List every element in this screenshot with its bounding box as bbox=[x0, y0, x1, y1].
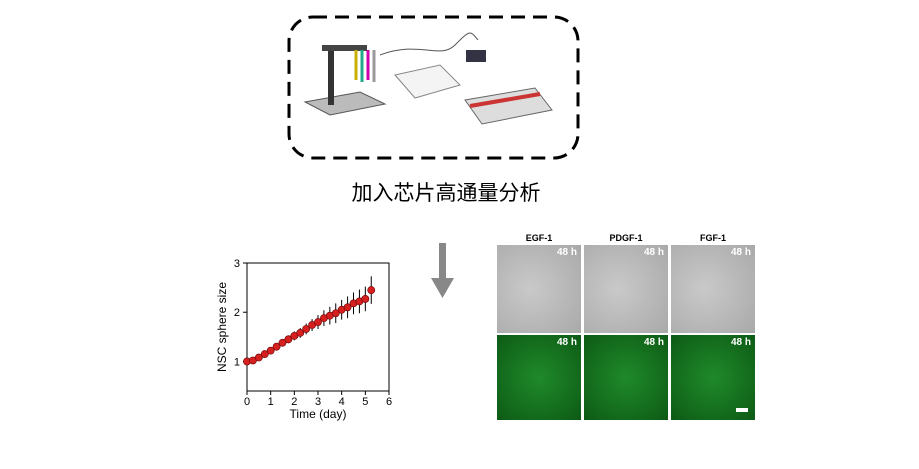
point bbox=[260, 350, 269, 358]
y-tick-label: 3 bbox=[234, 258, 240, 270]
point bbox=[367, 286, 376, 294]
point bbox=[361, 295, 370, 303]
point bbox=[254, 353, 263, 362]
scale-bar bbox=[736, 408, 748, 412]
point bbox=[343, 303, 352, 312]
point bbox=[284, 335, 293, 344]
column-label: FGF-1 bbox=[700, 233, 726, 243]
time-label: 48 h bbox=[643, 247, 664, 258]
y-tick-label: 1 bbox=[234, 356, 240, 368]
gray-micrograph: 48 h bbox=[671, 245, 755, 333]
y-tick-label: 2 bbox=[234, 307, 240, 319]
x-axis-label: Time (day) bbox=[290, 407, 347, 421]
point bbox=[302, 325, 311, 333]
time-label: 48 h bbox=[556, 337, 577, 348]
gray-micrograph: 48 h bbox=[497, 245, 581, 333]
point bbox=[272, 342, 281, 351]
x-tick-label: 1 bbox=[268, 396, 274, 408]
time-label: 48 h bbox=[730, 337, 751, 348]
caption: 加入芯片高通量分析 bbox=[352, 181, 541, 205]
gray-micrograph: 48 h bbox=[584, 245, 668, 333]
x-tick-label: 5 bbox=[362, 396, 368, 408]
x-tick-label: 0 bbox=[244, 396, 250, 408]
point bbox=[296, 329, 305, 337]
x-tick-label: 3 bbox=[315, 396, 321, 408]
time-label: 48 h bbox=[730, 247, 751, 258]
time-label: 48 h bbox=[556, 247, 577, 258]
dashed-frame bbox=[287, 15, 580, 160]
down-arrow bbox=[431, 243, 454, 298]
point bbox=[331, 309, 340, 318]
x-tick-label: 4 bbox=[339, 396, 345, 408]
y-axis-label: NSC sphere size bbox=[215, 282, 229, 372]
green-micrograph: 48 h bbox=[671, 335, 755, 420]
column-label: EGF-1 bbox=[525, 233, 553, 243]
green-micrograph: 48 h bbox=[584, 335, 668, 420]
point bbox=[266, 346, 275, 355]
x-tick-label: 6 bbox=[386, 396, 392, 408]
time-label: 48 h bbox=[643, 337, 664, 348]
x-tick-label: 2 bbox=[291, 396, 297, 408]
green-micrograph: 48 h bbox=[497, 335, 581, 420]
apparatus-illustration bbox=[303, 32, 553, 125]
point bbox=[314, 318, 322, 326]
column-label: PDGF-1 bbox=[609, 233, 643, 243]
point bbox=[278, 338, 287, 347]
